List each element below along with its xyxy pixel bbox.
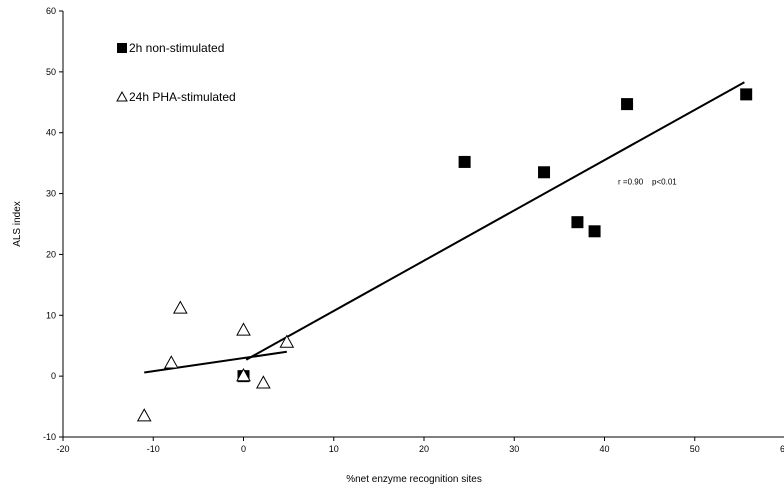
axes [62,11,784,438]
x-axis-label: %net enzyme recognition sites [346,474,482,485]
y-tick-label: 10 [46,310,56,320]
legend: 2h non-stimulated 24h PHA-stimulated [116,41,236,104]
trendlines [144,81,745,374]
data-point-triangle [163,355,179,369]
data-point-square [538,166,551,179]
x-tick-label: 60 [780,444,784,454]
data-point-triangle [236,322,251,336]
data-point-triangle [279,334,295,348]
y-tick-label: 30 [46,189,56,199]
y-tick-label: 50 [46,67,56,77]
legend-label: 2h non-stimulated [129,41,224,55]
data-point-square [458,155,471,168]
x-tick-label: 10 [329,444,339,454]
data-point-square [588,225,601,238]
data-point-triangle [136,408,152,422]
x-tick-label: 50 [690,444,700,454]
y-tick-label: 40 [46,128,56,138]
y-tick-label: 20 [46,249,56,259]
x-tick-label: 20 [419,444,429,454]
data-points [136,88,753,422]
x-tick-label: 30 [509,444,519,454]
legend-marker-triangle [116,90,128,102]
legend-label: 24h PHA-stimulated [129,90,236,104]
data-point-square [621,98,634,111]
data-point-square [740,88,753,101]
y-axis-label: ALS index [12,201,23,247]
x-tick-label: 40 [599,444,609,454]
y-tick-label: 60 [46,6,56,16]
legend-marker-square [117,43,127,53]
y-tick-label: -10 [43,432,56,442]
trendline [144,350,287,374]
trendline [245,81,745,361]
x-tick-label: -10 [147,444,160,454]
x-tick-label: -20 [56,444,69,454]
data-point-triangle [236,368,251,382]
x-tick-label: 0 [241,444,246,454]
correlation-annotation: r =0.90 p<0.01 [618,177,677,186]
data-point-triangle [256,375,271,389]
y-tick-label: 0 [51,371,56,381]
data-point-triangle [172,300,188,314]
data-point-square [571,216,584,229]
